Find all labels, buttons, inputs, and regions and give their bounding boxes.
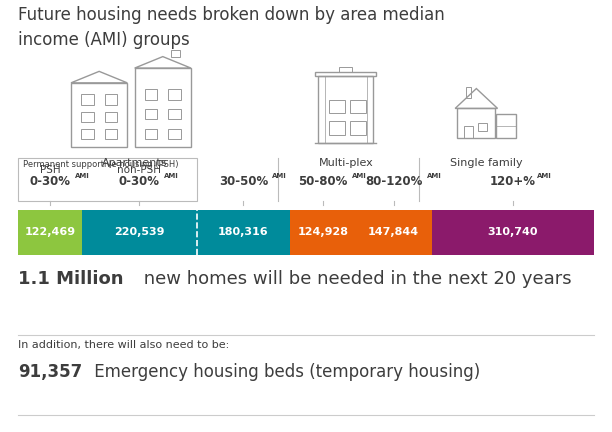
Text: PSH: PSH [40,165,61,175]
Text: 310,740: 310,740 [488,227,538,237]
Bar [81,94,94,105]
Bar [318,76,325,143]
Bar [145,109,157,119]
Bar [105,111,117,122]
Bar [81,129,94,139]
Text: 0-30%: 0-30% [119,175,160,187]
Text: In addition, there will also need to be:: In addition, there will also need to be: [18,340,230,350]
Text: Single family: Single family [450,158,523,168]
Bar [168,129,181,139]
Bar [168,89,181,100]
Bar [356,210,432,255]
Text: 1.1 Million: 1.1 Million [18,270,124,288]
Bar [105,129,117,139]
Bar [432,210,594,255]
Text: AMI: AMI [537,173,552,179]
Text: Multi-plex: Multi-plex [318,158,373,168]
Bar [496,114,515,138]
Bar [466,86,471,98]
Bar [367,76,373,143]
Bar [316,72,376,76]
Bar [350,100,365,113]
Bar [171,50,180,57]
Text: 220,539: 220,539 [114,227,165,237]
Text: AMI: AMI [164,173,179,179]
Bar [318,76,373,143]
Text: Emergency housing beds (temporary housing): Emergency housing beds (temporary housin… [89,363,480,381]
Bar [145,89,157,100]
Bar [290,210,356,255]
Bar [135,68,191,147]
Bar [478,124,487,131]
Text: 147,844: 147,844 [368,227,419,237]
Text: AMI: AMI [75,173,89,179]
Text: 80-120%: 80-120% [365,175,422,187]
Bar [465,126,472,138]
Bar [105,94,117,105]
Bar [329,100,345,113]
Text: Permanent supportive housing (PSH): Permanent supportive housing (PSH) [23,160,179,169]
Text: 30-50%: 30-50% [219,175,268,187]
Bar [145,129,157,139]
Text: 122,469: 122,469 [24,227,76,237]
Text: Apartments: Apartments [102,158,168,168]
Text: AMI: AMI [272,173,287,179]
Text: AMI: AMI [351,173,367,179]
Bar [18,210,82,255]
Bar [350,121,365,134]
Bar [82,210,196,255]
Bar [168,109,181,119]
Bar [329,121,345,134]
Bar [196,210,290,255]
Text: 180,316: 180,316 [218,227,269,237]
Text: 0-30%: 0-30% [30,175,71,187]
Text: 124,928: 124,928 [297,227,348,237]
Text: AMI: AMI [427,173,441,179]
Text: 50-80%: 50-80% [298,175,348,187]
Text: non-PSH: non-PSH [118,165,162,175]
Bar [339,67,353,72]
Text: income (AMI) groups: income (AMI) groups [18,31,190,49]
Text: 120+%: 120+% [490,175,536,187]
Bar [71,83,127,147]
Text: new homes will be needed in the next 20 years: new homes will be needed in the next 20 … [138,270,572,288]
Text: 91,357: 91,357 [18,363,83,381]
Text: Future housing needs broken down by area median: Future housing needs broken down by area… [18,6,445,25]
Bar [458,108,495,138]
Bar [81,111,94,122]
